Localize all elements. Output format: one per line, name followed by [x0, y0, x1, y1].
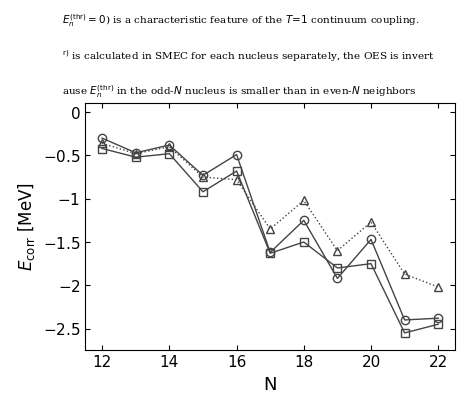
Text: ause $E_n^{\rm (thr)}$ in the odd-$N$ nucleus is smaller than in even-$N$ neighb: ause $E_n^{\rm (thr)}$ in the odd-$N$ nu…	[62, 84, 416, 100]
X-axis label: N: N	[264, 376, 277, 394]
Text: $E_n^{\rm (thr)} = 0$) is a characteristic feature of the $T\!=\!1$ continuum co: $E_n^{\rm (thr)} = 0$) is a characterist…	[62, 12, 419, 29]
Y-axis label: $E_{\rm corr}$ [MeV]: $E_{\rm corr}$ [MeV]	[16, 182, 37, 271]
Text: $^{\rm r)}$ is calculated in SMEC for each nucleus separately, the OES is invert: $^{\rm r)}$ is calculated in SMEC for ea…	[62, 48, 434, 64]
